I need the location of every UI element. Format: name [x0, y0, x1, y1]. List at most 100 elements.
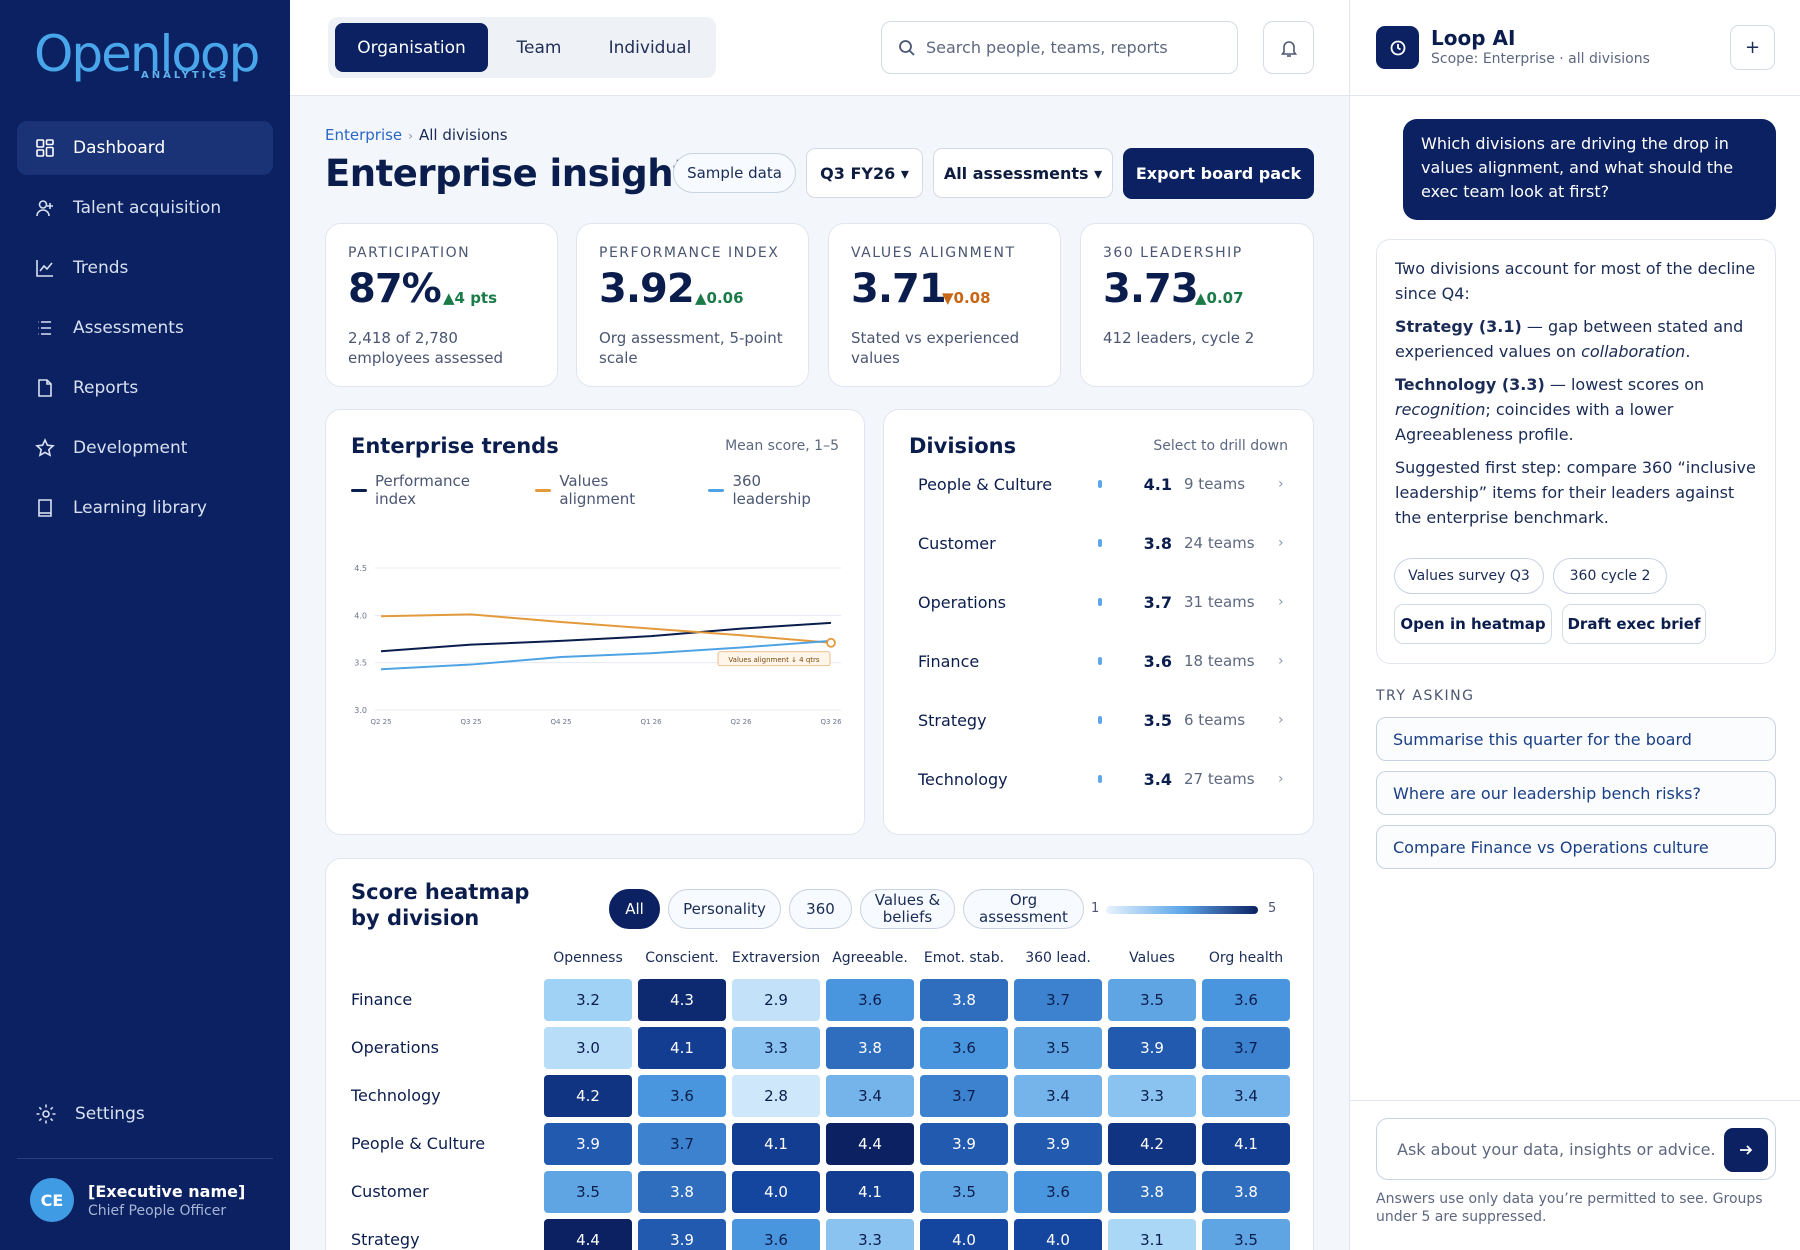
- heatmap-cell[interactable]: 3.9: [920, 1123, 1008, 1165]
- user-profile[interactable]: CE [Executive name] Chief People Officer: [30, 1178, 245, 1222]
- heatmap-cell[interactable]: 4.1: [826, 1171, 914, 1213]
- heatmap-cell[interactable]: 4.0: [732, 1171, 820, 1213]
- notifications-button[interactable]: [1263, 21, 1314, 74]
- user-role: Chief People Officer: [88, 1202, 227, 1219]
- kpi-card-performance-index[interactable]: PERFORMANCE INDEX 3.92 ▲0.06 Org assessm…: [576, 223, 809, 387]
- heatmap-cell[interactable]: 3.0: [544, 1027, 632, 1069]
- sidebar-item-talent-acquisition[interactable]: Talent acquisition: [17, 181, 273, 235]
- heatmap-cell[interactable]: 2.8: [732, 1075, 820, 1117]
- chat-input[interactable]: [1397, 1139, 1717, 1159]
- new-chat-button[interactable]: +: [1730, 25, 1775, 70]
- division-row[interactable]: People & Culture 4.1 9 teams ›: [918, 464, 1288, 504]
- heatmap-cell[interactable]: 3.9: [638, 1219, 726, 1250]
- heatmap-cell[interactable]: 3.5: [1014, 1027, 1102, 1069]
- division-row[interactable]: Strategy 3.5 6 teams ›: [918, 700, 1288, 740]
- source-tag-values-survey[interactable]: Values survey Q3: [1394, 558, 1544, 594]
- heatmap-cell[interactable]: 3.5: [1108, 979, 1196, 1021]
- heatmap-cell[interactable]: 4.1: [638, 1027, 726, 1069]
- heatmap-cell[interactable]: 4.0: [1014, 1219, 1102, 1250]
- tab-organisation[interactable]: Organisation: [335, 23, 488, 72]
- division-row[interactable]: Operations 3.7 31 teams ›: [918, 582, 1288, 622]
- legend-item-values[interactable]: Values alignment: [535, 472, 688, 508]
- heatmap-cell[interactable]: 3.8: [1108, 1171, 1196, 1213]
- heatmap-cell[interactable]: 3.6: [1202, 979, 1290, 1021]
- heatmap-cell[interactable]: 3.1: [1108, 1219, 1196, 1250]
- heatmap-cell[interactable]: 4.1: [1202, 1123, 1290, 1165]
- heatmap-cell[interactable]: 3.3: [826, 1219, 914, 1250]
- heatmap-cell[interactable]: 3.6: [1014, 1171, 1102, 1213]
- sidebar-item-dashboard[interactable]: Dashboard: [17, 121, 273, 175]
- x-tick-label: Q2 25: [370, 718, 391, 726]
- suggestion-compare-culture[interactable]: Compare Finance vs Operations culture: [1376, 825, 1776, 869]
- tab-team[interactable]: Team: [516, 37, 562, 58]
- search-box[interactable]: [881, 21, 1238, 74]
- heatmap-cell[interactable]: 4.1: [732, 1123, 820, 1165]
- heatmap-cell[interactable]: 3.6: [826, 979, 914, 1021]
- heatmap-cell[interactable]: 3.9: [1014, 1123, 1102, 1165]
- tab-individual[interactable]: Individual: [608, 37, 692, 58]
- heatmap-cell[interactable]: 4.2: [1108, 1123, 1196, 1165]
- division-row[interactable]: Customer 3.8 24 teams ›: [918, 523, 1288, 563]
- breadcrumb-enterprise[interactable]: Enterprise: [325, 126, 403, 144]
- heatmap-cell[interactable]: 3.6: [638, 1075, 726, 1117]
- open-in-heatmap-button[interactable]: Open in heatmap: [1394, 604, 1552, 644]
- heatmap-cell[interactable]: 3.6: [732, 1219, 820, 1250]
- sidebar-item-development[interactable]: Development: [17, 421, 273, 475]
- heatmap-cell[interactable]: 3.6: [920, 1027, 1008, 1069]
- sidebar-item-assessments[interactable]: Assessments: [17, 301, 273, 355]
- heatmap-cell[interactable]: 3.7: [638, 1123, 726, 1165]
- filter-personality[interactable]: Personality: [668, 889, 781, 929]
- heatmap-cell[interactable]: 3.5: [1202, 1219, 1290, 1250]
- division-row[interactable]: Finance 3.6 18 teams ›: [918, 641, 1288, 681]
- heatmap-cell[interactable]: 3.7: [1014, 979, 1102, 1021]
- division-row[interactable]: Technology 3.4 27 teams ›: [918, 759, 1288, 799]
- heatmap-cell[interactable]: 3.7: [1202, 1027, 1290, 1069]
- heatmap-cell[interactable]: 4.2: [544, 1075, 632, 1117]
- suggestion-bench-risks[interactable]: Where are our leadership bench risks?: [1376, 771, 1776, 815]
- send-button[interactable]: [1724, 1128, 1768, 1172]
- chat-input-box[interactable]: [1376, 1118, 1776, 1180]
- legend-item-performance[interactable]: Performance index: [351, 472, 515, 508]
- sidebar-item-trends[interactable]: Trends: [17, 241, 273, 295]
- heatmap-cell[interactable]: 3.5: [920, 1171, 1008, 1213]
- assessment-dropdown[interactable]: All assessments ▾: [933, 148, 1113, 198]
- heatmap-cell[interactable]: 3.8: [920, 979, 1008, 1021]
- filter-values-beliefs[interactable]: Values & beliefs: [860, 889, 955, 929]
- suggestion-summarise[interactable]: Summarise this quarter for the board: [1376, 717, 1776, 761]
- heatmap-cell[interactable]: 3.9: [544, 1123, 632, 1165]
- heatmap-cell[interactable]: 3.3: [732, 1027, 820, 1069]
- draft-exec-brief-button[interactable]: Draft exec brief: [1562, 604, 1706, 644]
- heatmap-cell[interactable]: 3.5: [544, 1171, 632, 1213]
- heatmap-cell[interactable]: 4.0: [920, 1219, 1008, 1250]
- period-dropdown[interactable]: Q3 FY26 ▾: [806, 148, 923, 198]
- kpi-card-values-alignment[interactable]: VALUES ALIGNMENT 3.71 ▼0.08 Stated vs ex…: [828, 223, 1061, 387]
- heatmap-cell[interactable]: 2.9: [732, 979, 820, 1021]
- kpi-card-participation[interactable]: PARTICIPATION 87% ▲4 pts 2,418 of 2,780 …: [325, 223, 558, 387]
- heatmap-cell[interactable]: 3.3: [1108, 1075, 1196, 1117]
- filter-all[interactable]: All: [609, 889, 660, 929]
- heatmap-cell[interactable]: 3.4: [826, 1075, 914, 1117]
- heatmap-cell[interactable]: 3.8: [638, 1171, 726, 1213]
- heatmap-cell[interactable]: 3.4: [1202, 1075, 1290, 1117]
- heatmap-cell[interactable]: 4.3: [638, 979, 726, 1021]
- sidebar-item-settings[interactable]: Settings: [35, 1103, 145, 1125]
- openloop-logo[interactable]: Openloop ANALYTICS: [34, 26, 264, 86]
- heatmap-cell[interactable]: 3.4: [1014, 1075, 1102, 1117]
- search-input[interactable]: [926, 38, 1216, 57]
- heatmap-cell[interactable]: 3.9: [1108, 1027, 1196, 1069]
- heatmap-cell[interactable]: 3.8: [826, 1027, 914, 1069]
- heatmap-cell[interactable]: 3.2: [544, 979, 632, 1021]
- trends-chart[interactable]: 4.5 4.0 3.5 3.0Q2 25 Q3 25 Q4 25 Q1 26 Q2 26 Q3 …: [351, 550, 841, 750]
- legend-item-leadership[interactable]: 360 leadership: [708, 472, 844, 508]
- heatmap-cell[interactable]: 3.7: [920, 1075, 1008, 1117]
- source-tag-360-cycle[interactable]: 360 cycle 2: [1553, 558, 1667, 594]
- sidebar-item-learning-library[interactable]: Learning library: [17, 481, 273, 535]
- export-board-pack-button[interactable]: Export board pack: [1123, 148, 1314, 199]
- heatmap-cell[interactable]: 4.4: [544, 1219, 632, 1250]
- heatmap-cell[interactable]: 3.8: [1202, 1171, 1290, 1213]
- sidebar-item-reports[interactable]: Reports: [17, 361, 273, 415]
- heatmap-cell[interactable]: 4.4: [826, 1123, 914, 1165]
- filter-360[interactable]: 360: [789, 889, 852, 929]
- kpi-card-360-leadership[interactable]: 360 LEADERSHIP 3.73 ▲0.07 412 leaders, c…: [1080, 223, 1314, 387]
- filter-org-assessment[interactable]: Org assessment: [963, 889, 1084, 929]
